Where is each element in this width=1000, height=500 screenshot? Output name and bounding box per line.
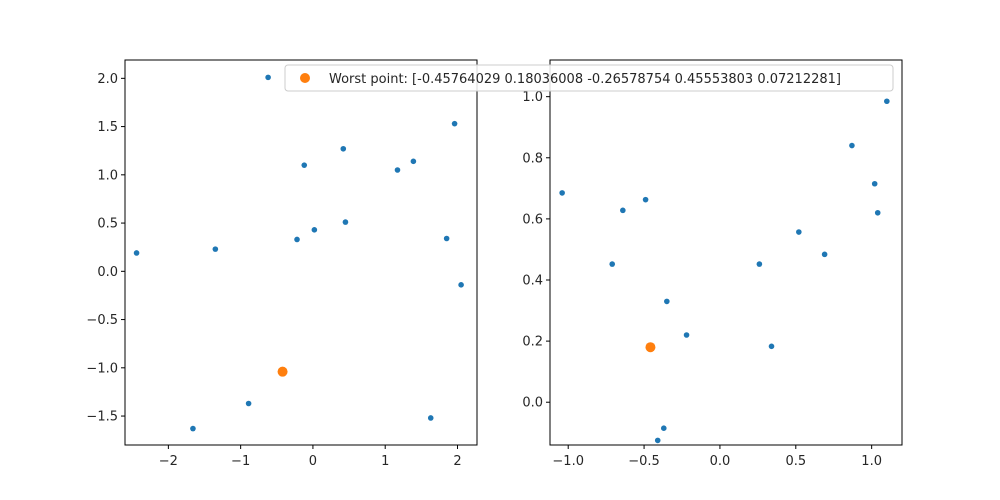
- axes-frame: [124, 59, 478, 446]
- y-tick-label: −1.5: [86, 410, 118, 425]
- data-point: [301, 162, 308, 168]
- data-point: [768, 343, 775, 350]
- data-point: [884, 98, 890, 105]
- legend-label: Worst point: [-0.45764029 0.18036008 -0.…: [329, 72, 841, 87]
- data-point: [664, 298, 670, 305]
- y-tick-label: 0.5: [97, 217, 118, 232]
- x-tick-label: −0.5: [628, 454, 660, 469]
- x-tick-label: 1: [381, 454, 389, 469]
- legend: Worst point: [-0.45764029 0.18036008 -0.…: [284, 64, 894, 92]
- data-point: [394, 167, 401, 173]
- legend-box: [284, 64, 894, 92]
- x-tick-label: 2: [453, 454, 461, 469]
- x-tick-label: 0: [309, 454, 317, 469]
- data-point: [849, 142, 855, 149]
- y-tick-label: −0.5: [86, 313, 118, 328]
- data-point: [212, 246, 219, 252]
- data-point: [443, 235, 450, 242]
- data-point: [559, 190, 565, 196]
- x-tick-label: 1.0: [861, 454, 882, 469]
- data-point: [410, 158, 417, 165]
- right-scatter-plot: −1.0 −0.5 0.0 0.5 1.0 0.0 0.2 0.4 0.6 0.8 1.0: [522, 59, 903, 469]
- data-point: [190, 425, 196, 432]
- data-point: [133, 250, 140, 256]
- data-point: [609, 261, 616, 267]
- data-point: [451, 120, 458, 127]
- data-point: [871, 180, 878, 187]
- x-tick-label: 0.0: [710, 454, 731, 469]
- data-point: [311, 227, 318, 233]
- data-point: [821, 251, 828, 258]
- y-tick-label: 1.0: [97, 168, 118, 183]
- data-point: [874, 209, 881, 216]
- worst-point: [645, 342, 656, 353]
- data-point: [458, 282, 464, 288]
- x-tick-label: 0.5: [785, 454, 806, 469]
- y-tick-label: −1.0: [86, 361, 118, 376]
- data-point: [796, 229, 802, 235]
- x-tick-label: −2: [159, 454, 178, 469]
- data-point: [654, 437, 661, 444]
- data-point: [342, 219, 349, 225]
- data-point: [245, 400, 252, 407]
- y-tick-label: 0.2: [522, 335, 543, 350]
- worst-point: [277, 366, 288, 377]
- data-point: [756, 261, 763, 267]
- y-tick-label: 0.8: [522, 151, 543, 166]
- y-tick-label: 2.0: [97, 72, 118, 87]
- axes-frame: [549, 59, 903, 446]
- data-point: [265, 74, 271, 81]
- data-point: [660, 425, 667, 431]
- y-tick-label: 0.0: [522, 396, 543, 411]
- y-tick-label: 0.4: [522, 274, 543, 289]
- data-point: [427, 415, 434, 421]
- y-tick-label: 1.0: [522, 90, 543, 105]
- data-point: [683, 332, 690, 338]
- x-tick-label: −1.0: [552, 454, 584, 469]
- data-point: [340, 145, 347, 152]
- x-tick-label: −1: [231, 454, 250, 469]
- data-point: [294, 236, 300, 243]
- y-tick-label: 0.0: [97, 265, 118, 280]
- legend-worst-marker: [300, 73, 310, 83]
- left-scatter-plot: −2 −1 0 1 2 −1.5 −1.0 −0.5 0.0 0.5 1.0 1.5 2.0: [86, 59, 478, 469]
- data-point: [642, 196, 649, 203]
- data-point: [620, 207, 626, 214]
- y-tick-label: 1.5: [97, 120, 118, 135]
- y-tick-label: 0.6: [522, 212, 543, 227]
